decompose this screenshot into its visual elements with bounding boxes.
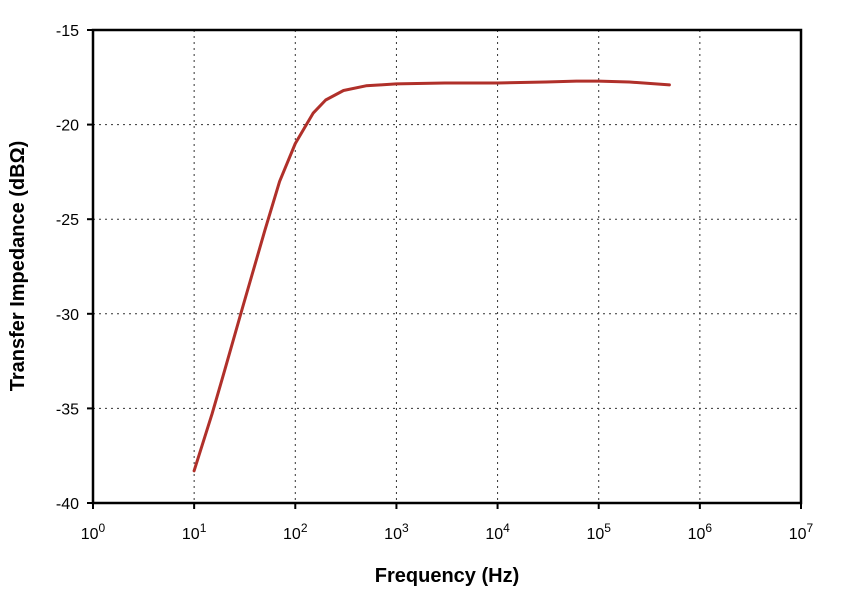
- x-tick-label: 104: [485, 521, 510, 543]
- plot-frame: [91, 28, 803, 505]
- x-tick-label: 100: [81, 521, 106, 543]
- x-tick-label: 103: [384, 521, 409, 543]
- x-tick-label: 101: [182, 521, 207, 543]
- x-tick-label: 102: [283, 521, 308, 543]
- y-tick-label: -15: [56, 23, 79, 40]
- x-axis-ticks: 100 101 102 103 104 105 106 107: [81, 503, 814, 543]
- x-tick-label: 106: [688, 521, 713, 543]
- x-tick-label: 107: [789, 521, 814, 543]
- grid: [93, 30, 801, 503]
- y-tick-label: -20: [56, 118, 79, 135]
- y-axis-title: Transfer Impedance (dBΩ): [7, 141, 29, 392]
- y-tick-label: -35: [56, 401, 79, 418]
- y-tick-label: -25: [56, 212, 79, 229]
- y-tick-label: -40: [56, 496, 79, 513]
- x-tick-label: 105: [586, 521, 611, 543]
- series-layer: [192, 79, 671, 473]
- y-axis-ticks: -15 -20 -25 -30 -35 -40: [56, 23, 93, 513]
- y-tick-label: -30: [56, 307, 79, 324]
- series-line: [192, 79, 671, 473]
- x-axis-title: Frequency (Hz): [375, 565, 519, 587]
